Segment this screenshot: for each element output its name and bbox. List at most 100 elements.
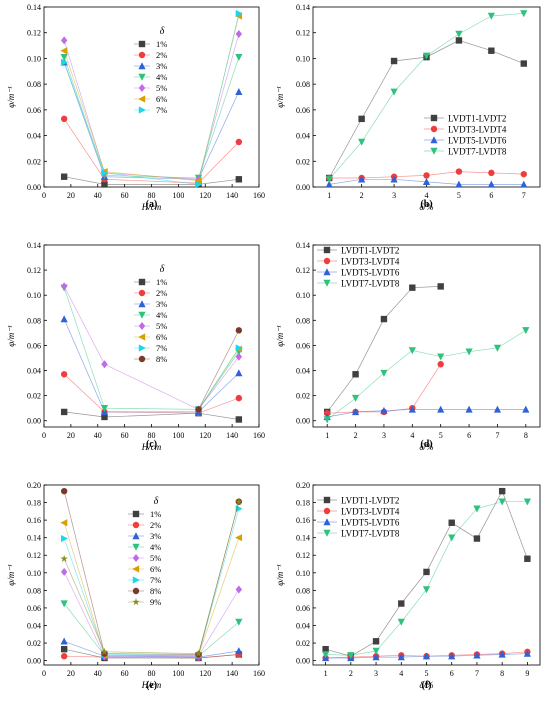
x-tick-label: 60 <box>121 191 129 200</box>
y-tick-label: 0.08 <box>27 80 41 89</box>
x-tick-label: 1 <box>327 191 331 200</box>
marker-triangle-up <box>422 652 431 660</box>
legend-label: LVDT5-LVDT6 <box>341 518 400 528</box>
marker-triangle-down <box>498 498 506 506</box>
marker-triangle-up <box>358 175 366 183</box>
marker-circle <box>138 289 146 297</box>
marker-triangle-down <box>430 147 438 155</box>
legend-label: 3% <box>156 61 167 71</box>
marker-circle <box>132 587 140 595</box>
y-tick-label: 0.10 <box>296 291 310 300</box>
legend-label: LVDT1-LVDT2 <box>341 246 399 256</box>
legend-title: δ <box>160 26 165 37</box>
legend-label: LVDT3-LVDT4 <box>341 257 400 267</box>
legend-label: LVDT3-LVDT4 <box>448 125 507 135</box>
y-tick-label: 0.00 <box>296 417 310 426</box>
marker-triangle-up <box>493 405 502 413</box>
marker-circle <box>323 507 331 515</box>
y-tick-label: 0.00 <box>296 183 310 192</box>
x-tick-label: 100 <box>172 669 184 678</box>
marker-triangle-right <box>138 106 146 114</box>
series-line <box>328 40 524 179</box>
series-1 <box>60 645 243 662</box>
marker-square <box>430 114 438 122</box>
y-tick-label: 0.20 <box>27 481 41 490</box>
marker-triangle-up <box>430 136 438 144</box>
legend-label: 1% <box>156 39 167 49</box>
y-tick-label: 0.16 <box>296 516 310 525</box>
marker-triangle-right <box>235 9 243 18</box>
x-tick-label: 6 <box>450 669 454 678</box>
marker-triangle-down <box>493 344 502 352</box>
x-tick-label: 20 <box>67 431 75 440</box>
panel-caption: (b) <box>420 199 432 210</box>
x-tick-label: 8 <box>524 431 528 440</box>
series-line <box>63 374 239 414</box>
marker-star <box>100 647 109 656</box>
series-line <box>63 286 240 410</box>
y-tick-label: 0.10 <box>296 569 310 578</box>
marker-square <box>323 246 331 254</box>
marker-triangle-right <box>138 344 146 352</box>
legend-label: 5% <box>156 321 167 331</box>
x-tick-label: 140 <box>226 431 238 440</box>
x-tick-label: 7 <box>475 669 479 678</box>
marker-square <box>323 496 331 504</box>
marker-triangle-right <box>235 344 243 352</box>
legend: δ 1%2%3%4%5%6%7%8% <box>134 264 167 364</box>
marker-diamond <box>235 30 243 38</box>
x-tick-label: 80 <box>148 431 156 440</box>
x-tick-label: 7 <box>495 431 499 440</box>
series-line <box>63 508 240 656</box>
series-line <box>327 409 526 418</box>
marker-circle <box>235 394 243 402</box>
marker-triangle-up <box>138 62 146 70</box>
marker-circle <box>235 138 243 146</box>
legend-label: LVDT1-LVDT2 <box>448 114 506 124</box>
marker-triangle-left <box>60 519 68 527</box>
x-tick-label: 0 <box>42 191 46 200</box>
y-tick-label: 0.12 <box>27 266 41 275</box>
series-8 <box>195 327 243 413</box>
legend: δ 1%2%3%4%5%6%7% <box>134 26 167 115</box>
legend-label: 6% <box>156 94 167 104</box>
legend-label: 7% <box>156 343 167 353</box>
marker-triangle-up <box>437 405 445 413</box>
marker-square <box>138 278 146 286</box>
marker-triangle-up <box>235 88 243 96</box>
marker-square <box>322 645 329 653</box>
marker-triangle-down <box>487 12 495 20</box>
y-axis-label: φ/m⁻¹ <box>6 564 16 586</box>
series-line <box>64 411 239 420</box>
y-tick-label: 0.08 <box>296 586 310 595</box>
legend: δ 1%2%3%4%5%6%7%8%9% <box>128 496 161 607</box>
legend-label: LVDT7-LVDT8 <box>448 147 507 157</box>
legend-label: 4% <box>156 72 167 82</box>
x-tick-label: 0 <box>42 431 46 440</box>
marker-diamond <box>235 585 243 594</box>
legend-label: 2% <box>156 288 167 298</box>
chart-f: 1 2 3 4 5 6 7 8 9 0.00 0.02 0.04 0.06 0.08 0.10 0.12 0.1… <box>275 481 541 691</box>
marker-triangle-down <box>437 353 445 361</box>
chart-d: 1 2 3 4 5 6 7 8 0.00 0.02 0.04 0.06 0.08 0.10 0.12 0.14… <box>275 241 541 452</box>
series-9 <box>60 497 243 657</box>
x-tick-label: 4 <box>425 191 429 200</box>
panel-caption: (c) <box>146 439 157 450</box>
marker-triangle-down <box>138 73 146 81</box>
marker-triangle-right <box>132 576 140 584</box>
marker-circle <box>323 257 331 265</box>
marker-square <box>235 176 243 183</box>
x-tick-label: 5 <box>439 431 443 440</box>
marker-circle <box>437 361 444 368</box>
x-axis-label: H/cm <box>141 442 162 452</box>
marker-triangle-down <box>448 534 456 542</box>
marker-triangle-down <box>520 10 528 18</box>
x-tick-label: 8 <box>500 669 504 678</box>
marker-circle <box>423 172 430 179</box>
y-tick-label: 0.06 <box>27 341 41 350</box>
y-tick-label: 0.02 <box>296 639 310 648</box>
x-tick-label: 140 <box>226 191 238 200</box>
marker-circle <box>132 521 140 529</box>
y-tick-label: 0.00 <box>27 183 41 192</box>
